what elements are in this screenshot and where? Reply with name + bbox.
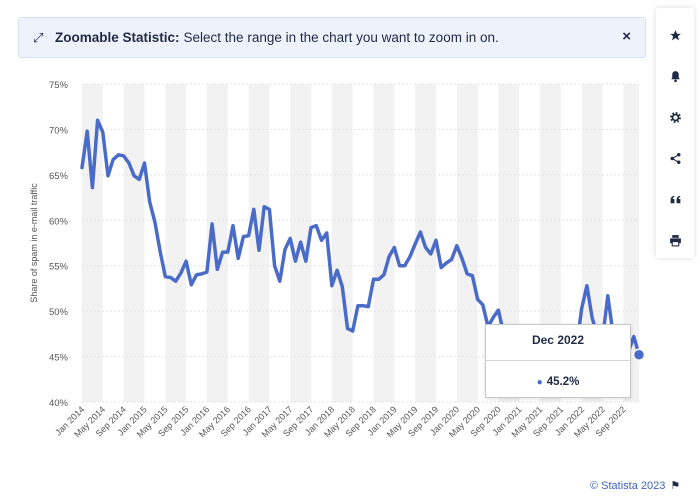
- tooltip-bullet-icon: ●: [536, 377, 543, 388]
- chart-band: [581, 84, 603, 402]
- tooltip-divider: [486, 360, 630, 361]
- chart-tooltip: Dec 2022 ● 45.2%: [485, 324, 631, 398]
- chart-toolbar: [656, 8, 694, 258]
- highlighted-data-point: [632, 348, 646, 362]
- banner-message: Select the range in the chart you want t…: [183, 30, 499, 45]
- chart-band: [206, 84, 228, 402]
- y-tick-label: 75%: [49, 80, 69, 91]
- statista-credit-link[interactable]: © Statista 2023: [590, 480, 666, 492]
- y-tick-label: 50%: [49, 307, 69, 318]
- settings-button[interactable]: [656, 98, 694, 136]
- chart-band: [123, 84, 145, 402]
- banner-title: Zoomable Statistic:: [55, 30, 180, 45]
- y-tick-label: 65%: [49, 171, 69, 182]
- y-tick-label: 45%: [49, 353, 69, 364]
- tooltip-date: Dec 2022: [531, 333, 585, 347]
- chart-band: [540, 84, 561, 402]
- y-axis-title: Share of spam in e-mail traffic: [29, 183, 39, 303]
- footer: © Statista 2023 ⚑: [590, 479, 680, 492]
- favorite-button[interactable]: [656, 16, 694, 54]
- gear-icon: [669, 111, 681, 123]
- cite-button[interactable]: [656, 180, 694, 218]
- expand-arrows-icon: ⤢: [33, 29, 44, 45]
- chart-band: [82, 84, 103, 402]
- y-tick-label: 60%: [49, 216, 69, 227]
- chart-band: [165, 84, 187, 402]
- chart-band: [373, 84, 395, 402]
- y-tick-label: 40%: [49, 398, 69, 409]
- chart-band: [623, 84, 639, 402]
- zoom-banner: ⤢ Zoomable Statistic: Select the range i…: [18, 17, 646, 58]
- bell-icon: [670, 70, 680, 82]
- star-icon: [669, 29, 681, 40]
- chart-band: [331, 84, 353, 402]
- notification-button[interactable]: [656, 57, 694, 95]
- quote-icon: [670, 195, 680, 203]
- chart-band: [498, 84, 520, 402]
- y-tick-label: 70%: [49, 125, 69, 136]
- share-button[interactable]: [656, 139, 694, 177]
- close-banner-button[interactable]: ×: [622, 28, 631, 45]
- flag-icon[interactable]: ⚑: [670, 480, 681, 492]
- tooltip-value-row: ● 45.2%: [486, 376, 630, 388]
- print-button[interactable]: [656, 221, 694, 259]
- share-icon: [670, 152, 680, 164]
- tooltip-value: 45.2%: [546, 376, 580, 388]
- chart-band: [456, 84, 478, 402]
- print-icon: [669, 234, 681, 246]
- y-tick-label: 55%: [49, 262, 69, 273]
